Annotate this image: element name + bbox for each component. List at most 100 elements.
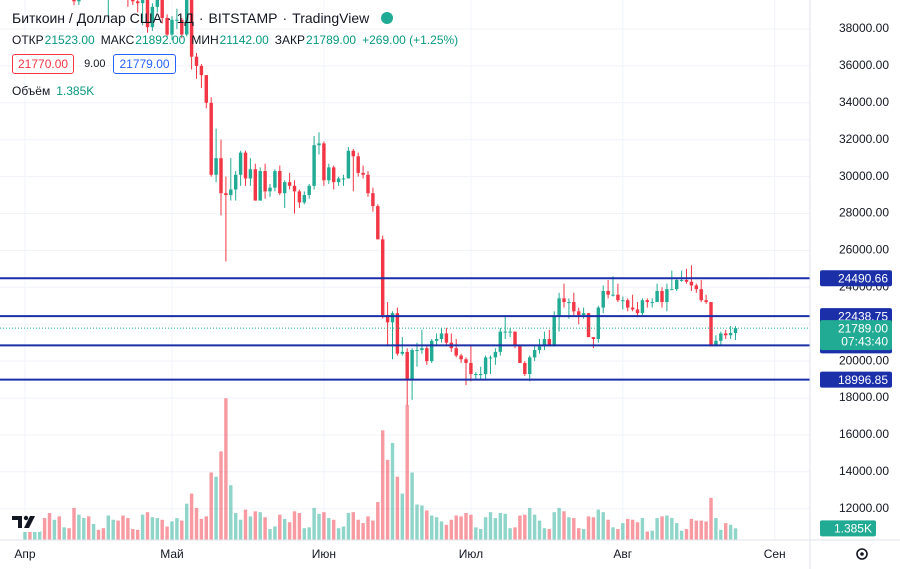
- candle-body: [336, 178, 341, 183]
- volume-bar: [287, 522, 292, 540]
- candle-body: [562, 298, 566, 303]
- candle-body: [714, 340, 718, 347]
- candle-body: [380, 239, 385, 315]
- volume-bar: [410, 472, 414, 540]
- volume-bar: [660, 516, 664, 540]
- candle-body: [709, 302, 713, 347]
- volume-bar: [728, 524, 733, 540]
- volume-bar: [709, 497, 713, 540]
- x-tick-label: Июл: [459, 547, 483, 561]
- exchange: BITSTAMP: [194, 10, 278, 26]
- volume-bar: [155, 518, 160, 540]
- volume-bar: [498, 513, 503, 540]
- candle-body: [537, 346, 542, 351]
- candle-body: [684, 279, 689, 282]
- volume-bar: [714, 518, 718, 540]
- candle-body: [591, 337, 596, 339]
- candle-body: [273, 171, 277, 188]
- volume-bar: [106, 515, 111, 540]
- volume-bar: [503, 513, 507, 540]
- volume-bar: [62, 527, 66, 540]
- candle-body: [679, 279, 684, 281]
- candle-body: [434, 338, 439, 341]
- candle-body: [307, 185, 311, 196]
- volume-bar: [302, 528, 307, 540]
- candle-body: [581, 313, 586, 315]
- volume-bar: [591, 517, 596, 540]
- volume-bar: [263, 517, 267, 540]
- buy-button[interactable]: 21779.00: [113, 54, 176, 74]
- candle-body: [498, 331, 503, 352]
- volume-bar: [194, 507, 199, 540]
- candle-body: [527, 357, 532, 375]
- sell-button[interactable]: 21770.00: [12, 54, 75, 74]
- volume-bar: [434, 517, 439, 540]
- volume-bar: [704, 521, 708, 540]
- level-label: 18996.85: [838, 373, 888, 387]
- volume-label: Объём: [12, 84, 51, 98]
- volume-bar: [307, 527, 311, 540]
- y-tick-label: 12000.00: [839, 501, 889, 515]
- spread: 9.00: [84, 58, 106, 70]
- candle-body: [640, 300, 645, 314]
- candle-body: [665, 289, 669, 303]
- volume-bar: [684, 529, 689, 540]
- volume-bar: [689, 518, 694, 540]
- ohlc-key: ОТКР: [12, 33, 44, 47]
- volume-bar: [532, 514, 537, 540]
- volume-bar: [336, 528, 341, 540]
- volume-bar: [150, 517, 155, 540]
- volume-bar: [233, 513, 238, 540]
- volume-bar: [635, 522, 640, 540]
- volume-bar: [611, 527, 615, 540]
- candle-body: [253, 169, 258, 201]
- level-label-box: [820, 371, 892, 388]
- level-label: 24490.66: [838, 271, 888, 285]
- candle-body: [513, 331, 517, 347]
- grid: [0, 0, 810, 540]
- interval[interactable]: 1Д: [162, 10, 194, 26]
- volume-bar: [189, 493, 194, 540]
- volume-bar: [390, 442, 395, 540]
- y-tick-label: 14000.00: [839, 464, 889, 478]
- settings-icon[interactable]: [856, 548, 868, 560]
- volume-bar: [464, 513, 468, 540]
- x-tick-label: Сен: [764, 547, 786, 561]
- candle-body: [356, 156, 360, 173]
- volume-bar: [601, 512, 605, 540]
- candle-body: [699, 289, 703, 301]
- candle-body: [542, 338, 547, 347]
- candle-body: [371, 193, 375, 207]
- candle-body: [199, 65, 204, 76]
- y-tick-label: 28000.00: [839, 206, 889, 220]
- volume-bar: [474, 527, 478, 540]
- candle-body: [395, 313, 400, 354]
- candle-body: [586, 313, 591, 338]
- candle-body: [601, 290, 605, 308]
- volume-bar: [478, 529, 483, 540]
- volume-bar: [96, 529, 101, 540]
- candle-body: [616, 294, 620, 301]
- volume-bar: [116, 520, 120, 540]
- volume-bar: [444, 524, 449, 540]
- candle-body: [209, 102, 213, 175]
- candle-body: [140, 0, 145, 4]
- candle-body: [390, 313, 395, 323]
- volume-bar: [719, 529, 723, 540]
- candle-body: [425, 348, 429, 362]
- candle-body: [567, 302, 571, 304]
- symbol[interactable]: Биткоин / Доллар США: [12, 10, 162, 26]
- candle-body: [268, 187, 272, 192]
- market-status: [381, 12, 394, 24]
- y-tick-label: 30000.00: [839, 169, 889, 183]
- candle-body: [312, 145, 316, 186]
- candle-body: [488, 357, 493, 359]
- change: +269.00 (+1.25%): [362, 33, 459, 47]
- volume-bar: [513, 527, 517, 540]
- candle-body: [444, 333, 449, 343]
- volume-bar: [160, 519, 164, 540]
- volume-bar: [258, 512, 262, 540]
- volume-bar: [572, 518, 576, 540]
